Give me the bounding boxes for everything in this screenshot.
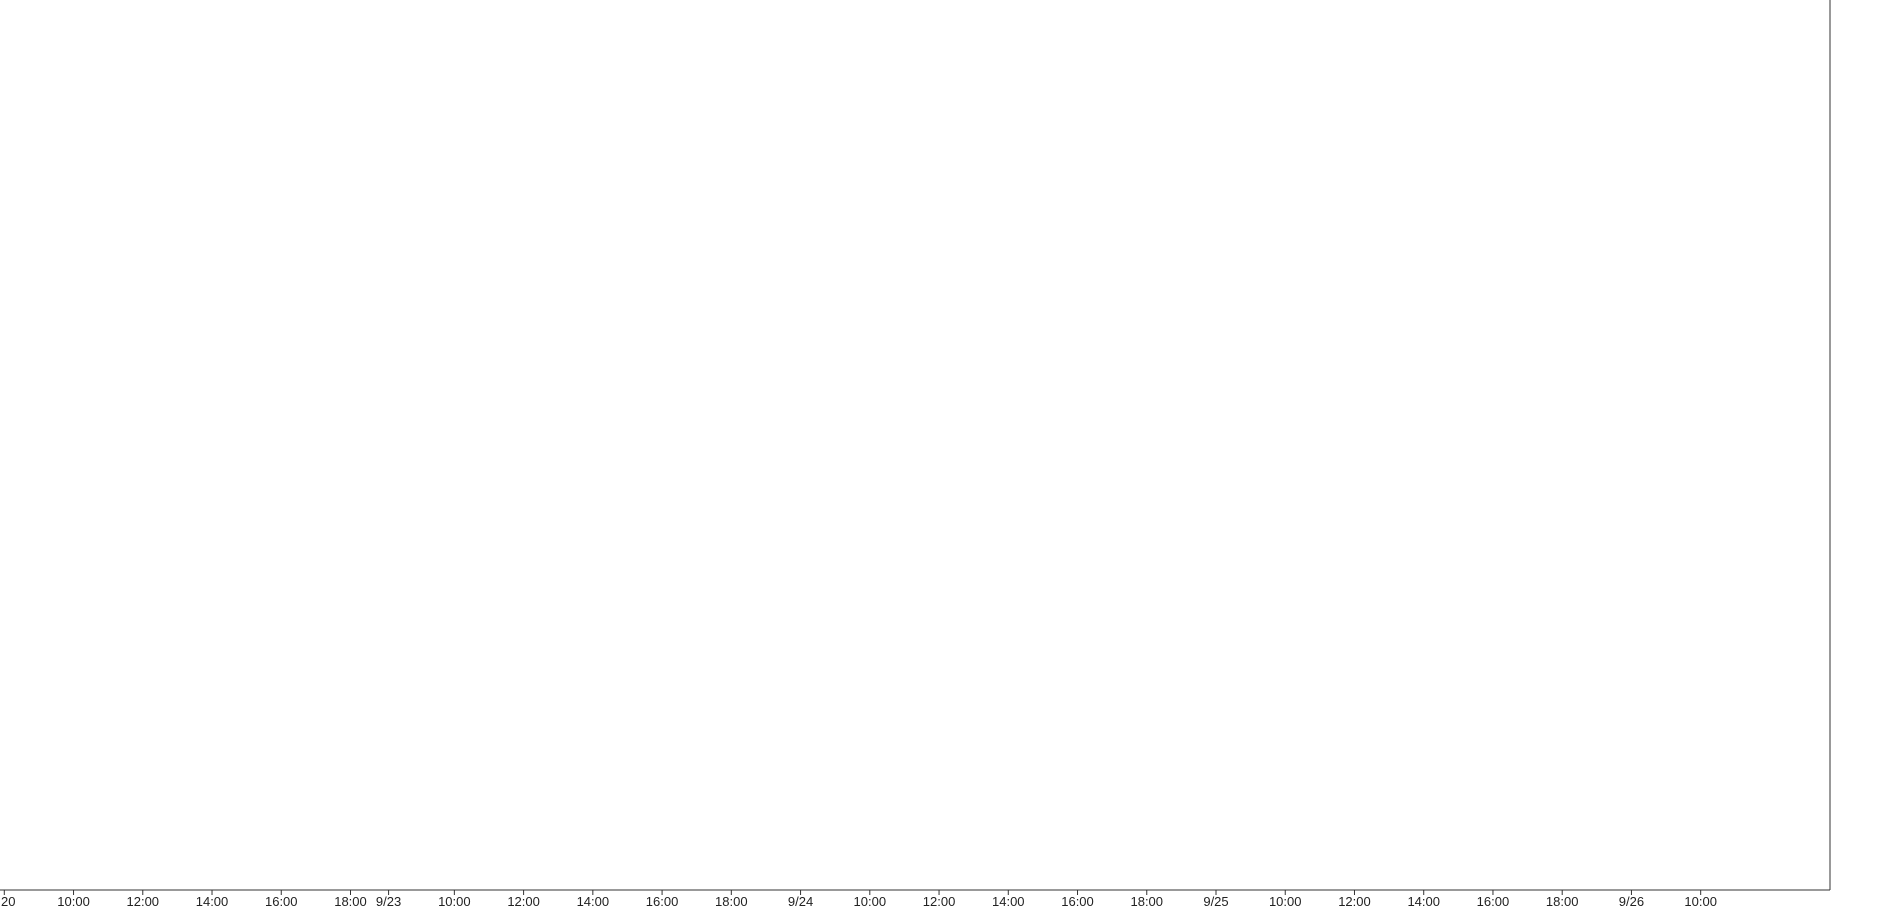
x-tick-label-1: 10:00	[57, 894, 90, 909]
x-tick-label-2: 12:00	[127, 894, 160, 909]
x-tick-label-14: 12:00	[923, 894, 956, 909]
x-tick-label-17: 18:00	[1130, 894, 1163, 909]
x-tick-label-9: 14:00	[577, 894, 610, 909]
x-tick-label-6: 9/23	[376, 894, 401, 909]
x-tick-label-7: 10:00	[438, 894, 471, 909]
x-tick-label-12: 9/24	[788, 894, 813, 909]
x-tick-label-21: 14:00	[1407, 894, 1440, 909]
x-tick-label-13: 10:00	[854, 894, 887, 909]
x-tick-label-15: 14:00	[992, 894, 1025, 909]
x-tick-label-22: 16:00	[1477, 894, 1510, 909]
x-tick-label-11: 18:00	[715, 894, 748, 909]
x-tick-label-16: 16:00	[1061, 894, 1094, 909]
x-tick-label-18: 9/25	[1203, 894, 1228, 909]
x-tick-label-8: 12:00	[507, 894, 540, 909]
x-tick-label-19: 10:00	[1269, 894, 1302, 909]
x-tick-label-0: 20	[1, 894, 15, 909]
x-tick-label-25: 10:00	[1684, 894, 1717, 909]
x-tick-label-5: 18:00	[334, 894, 367, 909]
x-tick-label-20: 12:00	[1338, 894, 1371, 909]
x-tick-label-24: 9/26	[1619, 894, 1644, 909]
x-tick-label-23: 18:00	[1546, 894, 1579, 909]
x-tick-label-10: 16:00	[646, 894, 679, 909]
x-tick-label-3: 14:00	[196, 894, 229, 909]
x-tick-label-4: 16:00	[265, 894, 298, 909]
